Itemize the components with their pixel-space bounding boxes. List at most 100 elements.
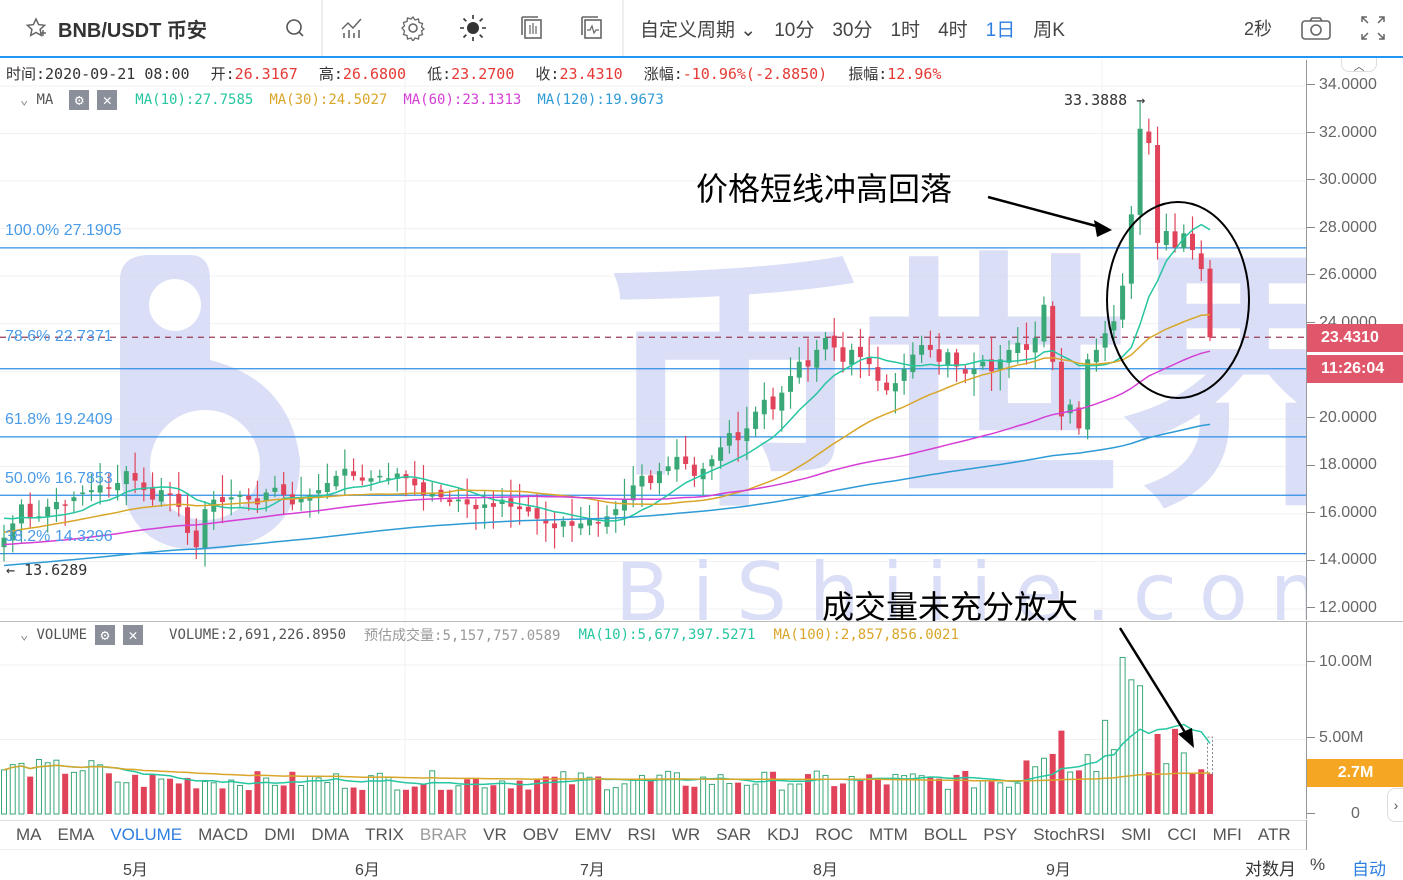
timeframe-2[interactable]: 30分 <box>832 19 873 41</box>
indicator-tab-roc[interactable]: ROC <box>815 825 854 844</box>
ohlc-info-bar: 时间:2020-09-21 08:00 开:26.3167 高:26.6800 … <box>6 63 953 84</box>
star-add-icon[interactable] <box>24 16 48 40</box>
high-label: 高: <box>318 65 343 83</box>
depth-chart-icon[interactable] <box>580 0 604 56</box>
volume-name: VOLUME <box>36 627 88 643</box>
price-axis[interactable]: 12.000014.000016.000018.000020.000022.00… <box>1306 58 1403 620</box>
fullscreen-icon[interactable] <box>1360 0 1386 56</box>
indicator-tab-emv[interactable]: EMV <box>574 825 612 844</box>
indicator-tab-boll[interactable]: BOLL <box>923 825 968 844</box>
volume-ma100: MA(100):2,857,856.0021 <box>773 627 959 643</box>
timeframe-5[interactable]: 1日 <box>985 19 1016 41</box>
volume-settings-gear-icon[interactable]: ⚙ <box>95 625 116 645</box>
indicator-tab-vr[interactable]: VR <box>483 825 507 844</box>
current-price-label: 23.4310 <box>1307 324 1403 352</box>
indicator-tab-stochrsi[interactable]: StochRSI <box>1033 825 1106 844</box>
fib-label-500: 50.0% 16.7853 <box>5 470 113 487</box>
indicator-tab-brar[interactable]: BRAR <box>419 825 468 844</box>
log-scale-toggle[interactable]: 对数月 <box>1245 860 1296 879</box>
vol-tick-5m: 5.00M <box>1307 729 1363 747</box>
indicator-tab-macd[interactable]: MACD <box>198 825 249 844</box>
vol-tick-0: 0 <box>1307 805 1360 823</box>
camera-icon[interactable] <box>1300 0 1332 56</box>
price-tick: 20.0000 <box>1307 409 1377 427</box>
open-info: 开:26.3167 <box>211 65 298 83</box>
amplitude-value: 12.96% <box>887 65 942 83</box>
volume-axis[interactable]: 10.00M 5.00M 2.7M 0 › <box>1306 621 1403 822</box>
collapse-chevron-icon[interactable]: ⌄ <box>20 627 29 643</box>
indicator-tab-psy[interactable]: PSY <box>983 825 1018 844</box>
indicator-tab-cci[interactable]: CCI <box>1167 825 1197 844</box>
month-label: 9月 <box>1046 862 1071 879</box>
price-tick: 16.0000 <box>1307 504 1377 522</box>
symbol-area[interactable]: BNB/USDT 币安 <box>24 0 207 56</box>
low-marker: ← 13.6289 <box>6 561 88 579</box>
change-info: 涨幅:-10.96%(-2.8850) <box>644 65 828 83</box>
volume-ma10: MA(10):5,677,397.5271 <box>578 627 756 643</box>
time-axis: 对数月 % 自动 5月 6月 7月 8月 9月 <box>0 851 1403 879</box>
price-tick: 14.0000 <box>1307 551 1377 569</box>
percent-scale-toggle[interactable]: % <box>1310 855 1326 874</box>
indicator-tab-wr[interactable]: WR <box>671 825 701 844</box>
timeframe-3[interactable]: 1时 <box>890 19 921 41</box>
price-tick: 18.0000 <box>1307 456 1377 474</box>
symbol-title: BNB/USDT 币安 <box>58 19 207 42</box>
indicator-tab-rsi[interactable]: RSI <box>627 825 656 844</box>
indicator-tab-smi[interactable]: SMI <box>1121 825 1152 844</box>
fib-label-786: 78.6% 22.7371 <box>5 328 113 345</box>
volume-bars[interactable] <box>0 622 1306 819</box>
volume-estimate: 预估成交量:5,157,757.0589 <box>364 628 561 644</box>
price-chart-pane[interactable]: 币世界 BiShijie.com <box>0 60 1306 620</box>
timeframe-4[interactable]: 4时 <box>938 19 968 41</box>
month-label: 8月 <box>813 862 838 879</box>
ma120-value: MA(120):19.9673 <box>537 92 664 108</box>
time-value: 时间:2020-09-21 08:00 <box>6 65 190 83</box>
volume-chart-pane[interactable] <box>0 621 1306 819</box>
search-icon[interactable] <box>284 0 306 56</box>
fib-label-382: 38.2% 14.3296 <box>5 528 113 545</box>
high-info: 高:26.6800 <box>319 65 406 83</box>
amplitude-label: 振幅: <box>848 65 888 83</box>
ma-close-icon[interactable]: ✕ <box>97 90 118 110</box>
low-label: 低: <box>427 65 452 83</box>
timeframe-0[interactable]: 自定义周期 ⌄ <box>640 19 757 41</box>
indicator-tab-ma[interactable]: MA <box>16 825 42 844</box>
chevron-right-icon[interactable]: › <box>1387 788 1403 822</box>
indicator-tab-trix[interactable]: TRIX <box>365 825 404 844</box>
indicator-tab-mtm[interactable]: MTM <box>869 825 908 844</box>
fib-label-100: 100.0% 27.1905 <box>5 222 122 239</box>
indicator-tab-volume[interactable]: VOLUME <box>110 825 183 844</box>
ma-settings-gear-icon[interactable]: ⚙ <box>69 90 90 110</box>
price-tick: 34.0000 <box>1307 76 1377 94</box>
volume-annotation: 成交量未充分放大 <box>822 588 1079 626</box>
indicator-tab-ema[interactable]: EMA <box>57 825 95 844</box>
layout-icon[interactable] <box>520 0 544 56</box>
indicator-tab-dmi[interactable]: DMI <box>264 825 296 844</box>
collapse-chevron-icon[interactable]: ⌄ <box>20 92 29 108</box>
amplitude-info: 振幅:12.96% <box>848 65 941 83</box>
high-marker: 33.3888 → <box>1064 91 1146 109</box>
indicator-tab-atr[interactable]: ATR <box>1257 825 1291 844</box>
close-label: 收: <box>535 65 560 83</box>
indicator-tab-kdj[interactable]: KDJ <box>767 825 800 844</box>
indicator-tab-dma[interactable]: DMA <box>311 825 350 844</box>
ma-name: MA <box>36 92 54 108</box>
indicator-tab-obv[interactable]: OBV <box>522 825 559 844</box>
refresh-interval[interactable]: 2秒 <box>1244 19 1273 39</box>
theme-sun-icon[interactable] <box>458 0 488 56</box>
current-volume-label: 2.7M <box>1307 759 1403 787</box>
auto-scale-toggle[interactable]: 自动 <box>1352 860 1386 879</box>
top-toolbar: BNB/USDT 币安 自定义周期 ⌄ 10分 30分 1时 4时 1日 周K 2秒 <box>0 0 1403 58</box>
ma30-value: MA(30):24.5027 <box>269 92 388 108</box>
timeframe-6[interactable]: 周K <box>1033 19 1065 41</box>
fib-label-618: 61.8% 19.2409 <box>5 411 113 428</box>
timeframe-1[interactable]: 10分 <box>774 19 815 41</box>
indicator-tab-sar[interactable]: SAR <box>716 825 752 844</box>
indicator-tab-mfi[interactable]: MFI <box>1212 825 1242 844</box>
change-label: 涨幅: <box>643 65 683 83</box>
gear-icon[interactable] <box>400 0 426 56</box>
volume-close-icon[interactable]: ✕ <box>123 625 144 645</box>
chevron-up-icon[interactable]: ︿ <box>1341 58 1377 73</box>
indicator-icon[interactable] <box>340 0 366 56</box>
